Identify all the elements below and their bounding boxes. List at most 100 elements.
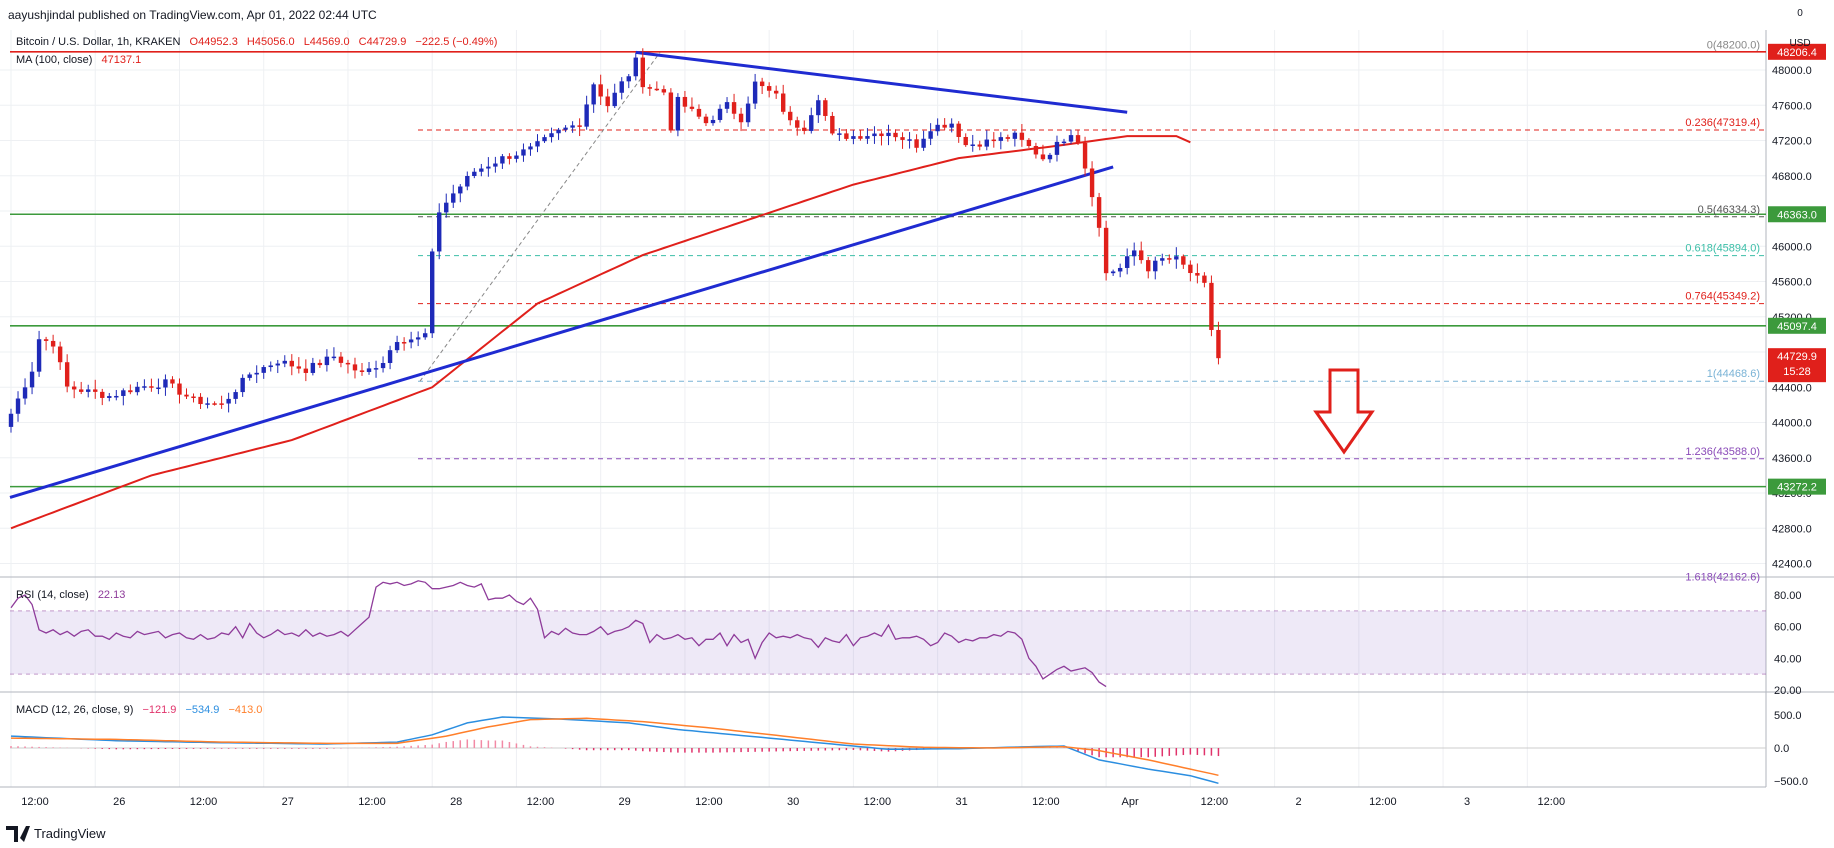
candle-body[interactable] [1167, 258, 1172, 260]
candle-body[interactable] [928, 131, 933, 139]
candle-body[interactable] [303, 368, 309, 373]
candle-body[interactable] [1160, 258, 1165, 261]
candle-body[interactable] [640, 57, 645, 88]
candle-body[interactable] [809, 115, 814, 131]
candle-body[interactable] [738, 113, 744, 123]
candle-body[interactable] [556, 129, 561, 134]
candlestick-series[interactable] [8, 48, 1221, 433]
candle-body[interactable] [766, 86, 772, 91]
candle-body[interactable] [352, 364, 358, 371]
candle-body[interactable] [844, 133, 849, 139]
candle-body[interactable] [170, 379, 175, 384]
time-axis[interactable]: 12:00 26 12:00 27 12:00 28 12:00 29 12:00 30 12:00… [21, 796, 1565, 808]
candle-body[interactable] [1110, 271, 1116, 274]
candle-body[interactable] [977, 144, 982, 147]
candle-body[interactable] [949, 123, 954, 128]
candle-body[interactable] [163, 379, 168, 388]
candle-body[interactable] [802, 127, 807, 131]
candle-body[interactable] [921, 138, 926, 148]
candle-body[interactable] [893, 132, 898, 138]
candle-body[interactable] [465, 176, 470, 187]
candle-body[interactable] [535, 141, 540, 147]
candle-body[interactable] [29, 371, 35, 388]
candle-body[interactable] [71, 386, 77, 390]
candle-body[interactable] [373, 368, 379, 370]
candle-body[interactable] [563, 127, 568, 130]
candle-body[interactable] [226, 398, 231, 404]
candle-body[interactable] [387, 350, 393, 364]
candle-body[interactable] [331, 356, 337, 359]
candle-body[interactable] [261, 367, 266, 373]
candle-body[interactable] [773, 90, 779, 94]
candle-body[interactable] [415, 337, 421, 340]
candle-body[interactable] [661, 89, 667, 93]
candle-body[interactable] [1139, 250, 1144, 261]
candle-body[interactable] [366, 368, 372, 372]
candle-body[interactable] [247, 374, 252, 378]
candle-body[interactable] [731, 102, 737, 114]
candle-body[interactable] [837, 133, 842, 135]
candle-body[interactable] [177, 383, 182, 395]
candle-body[interactable] [43, 339, 49, 341]
candle-body[interactable] [219, 403, 224, 405]
candle-body[interactable] [401, 342, 407, 344]
candle-body[interactable] [430, 251, 435, 334]
candle-body[interactable] [458, 186, 463, 194]
price-axis[interactable]: 48000.047600.047200.046800.046400.046000… [1772, 65, 1812, 571]
candle-body[interactable] [317, 362, 323, 366]
candle-body[interactable] [282, 360, 287, 364]
candle-body[interactable] [1033, 146, 1039, 155]
candle-body[interactable] [710, 119, 716, 124]
candle-body[interactable] [605, 96, 610, 107]
candle-body[interactable] [451, 193, 456, 203]
candle-body[interactable] [240, 377, 245, 393]
candle-body[interactable] [886, 132, 891, 137]
candle-body[interactable] [570, 125, 575, 128]
candle-body[interactable] [338, 356, 344, 363]
candle-body[interactable] [1026, 139, 1032, 147]
candle-body[interactable] [268, 365, 273, 368]
candle-body[interactable] [858, 136, 863, 139]
candle-body[interactable] [759, 81, 765, 87]
candle-body[interactable] [542, 137, 547, 142]
candle-body[interactable] [444, 202, 449, 213]
candle-body[interactable] [521, 149, 526, 156]
candle-body[interactable] [1061, 141, 1067, 144]
candle-body[interactable] [380, 363, 386, 369]
candle-body[interactable] [36, 339, 42, 372]
candle-body[interactable] [1054, 141, 1060, 155]
candle-body[interactable] [781, 93, 786, 112]
candle-body[interactable] [1005, 137, 1011, 139]
candle-body[interactable] [135, 386, 140, 393]
candle-body[interactable] [86, 389, 91, 392]
candle-body[interactable] [310, 362, 316, 373]
candle-body[interactable] [900, 137, 905, 140]
candle-body[interactable] [149, 386, 154, 388]
candle-body[interactable] [577, 125, 582, 127]
candle-body[interactable] [991, 139, 996, 142]
candle-body[interactable] [549, 133, 554, 138]
candle-body[interactable] [696, 108, 702, 117]
candle-body[interactable] [528, 146, 533, 150]
candle-body[interactable] [156, 387, 161, 390]
candle-body[interactable] [1124, 256, 1130, 268]
candle-body[interactable] [1174, 256, 1179, 260]
candle-body[interactable] [851, 136, 856, 139]
candle-body[interactable] [57, 346, 63, 363]
candle-body[interactable] [479, 168, 484, 172]
candle-body[interactable] [584, 104, 589, 127]
candle-body[interactable] [752, 81, 758, 104]
candle-body[interactable] [907, 139, 912, 141]
candle-body[interactable] [865, 136, 870, 139]
candle-body[interactable] [1216, 329, 1221, 359]
candle-body[interactable] [1181, 256, 1186, 265]
candle-body[interactable] [289, 360, 294, 367]
candle-body[interactable] [1040, 154, 1046, 160]
lower-trend-line[interactable] [9, 165, 1114, 499]
candle-body[interactable] [795, 120, 800, 128]
candle-body[interactable] [598, 84, 603, 97]
candle-body[interactable] [823, 100, 828, 116]
candle-body[interactable] [703, 116, 709, 124]
candle-body[interactable] [591, 84, 596, 105]
candle-body[interactable] [422, 333, 428, 338]
